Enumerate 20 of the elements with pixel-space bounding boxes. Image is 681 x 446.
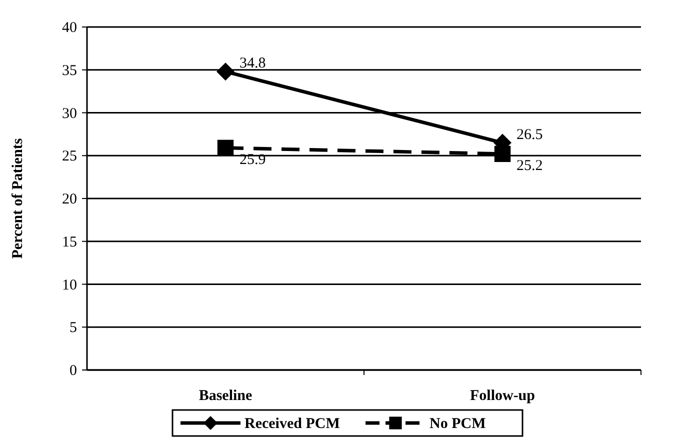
point [216, 62, 234, 81]
data-label: 34.8 [240, 56, 266, 72]
legend-label: No PCM [430, 416, 486, 432]
point [217, 140, 234, 156]
point [494, 146, 511, 162]
y-tick-label: 5 [70, 320, 77, 336]
y-tick-label: 25 [62, 148, 77, 165]
data-label: 26.5 [516, 126, 543, 143]
x-tick-label: Baseline [198, 388, 253, 404]
y-tick-label: 35 [62, 62, 77, 79]
y-tick-label: 10 [62, 277, 77, 294]
y-tick-label: 20 [62, 192, 77, 208]
y-tick-label: 0 [70, 363, 77, 379]
y-axis-title: Percent of Patients [10, 138, 26, 259]
y-tick-label: 40 [62, 20, 77, 36]
y-tick-label: 30 [62, 106, 77, 122]
y-tick-label: 15 [62, 234, 77, 250]
legend-label: Received PCM [244, 416, 340, 432]
x-tick-label: Follow-up [470, 388, 536, 404]
data-label: 25.2 [516, 158, 543, 174]
